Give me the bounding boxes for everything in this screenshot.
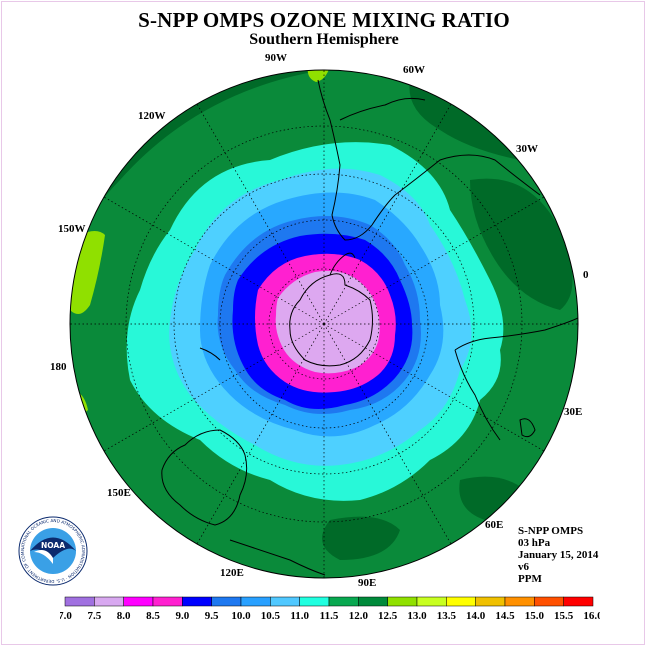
- colorbar-cell: [563, 596, 594, 607]
- colorbar-label: 10.5: [261, 610, 281, 622]
- colorbar-label: 9.5: [205, 610, 219, 622]
- colorbar-cell: [358, 596, 388, 607]
- contour-dark-patch-e: [470, 178, 573, 310]
- colorbar-cell: [446, 596, 476, 607]
- info-level: 03 hPa: [518, 537, 551, 549]
- contour-dark-patch-s: [322, 516, 400, 560]
- lon-label-120w: 120W: [138, 110, 166, 122]
- info-units: PPM: [518, 573, 542, 585]
- colorbar-label: 7.0: [60, 610, 72, 622]
- colorbar: 7.0 7.5 8.0 8.5 9.0 9.5 10.0 10.5 11.0 11.5 12.0 12…: [60, 596, 600, 622]
- colorbar-cell: [387, 596, 418, 607]
- coast-australia: [161, 429, 248, 526]
- colorbar-cell: [123, 596, 154, 607]
- noaa-logo-text: NOAA: [41, 541, 65, 550]
- lon-label-120e: 120E: [220, 567, 244, 579]
- colorbar-label: 11.5: [320, 610, 339, 622]
- colorbar-label: 11.0: [290, 610, 309, 622]
- coastlines: [161, 79, 578, 576]
- coast-antarctic-peninsula: [329, 252, 356, 276]
- colorbar-label: 13.0: [407, 610, 427, 622]
- coast-antarctica: [289, 273, 373, 367]
- coast-madagascar: [519, 418, 536, 438]
- colorbar-cell: [240, 596, 271, 607]
- colorbar-cell: [64, 596, 95, 607]
- colorbar-cell: [211, 596, 242, 607]
- colorbar-cell: [182, 596, 212, 607]
- lon-label-90e: 90E: [358, 577, 376, 589]
- coast-south-america: [317, 79, 541, 241]
- contour-high-12-5-north: [307, 70, 330, 82]
- colorbar-cell: [475, 596, 506, 607]
- graticule: [70, 70, 578, 578]
- colorbar-label: 15.5: [554, 610, 574, 622]
- page-subtitle: Southern Hemisphere: [249, 31, 399, 48]
- lon-label-150w: 150W: [58, 223, 86, 235]
- lon-label-30e: 30E: [564, 406, 582, 418]
- colorbar-cell: [504, 596, 535, 607]
- info-version: v6: [518, 561, 529, 573]
- info-date: January 15, 2014: [518, 549, 599, 561]
- coast-asia: [229, 539, 326, 576]
- page-title: S-NPP OMPS OZONE MIXING RATIO: [138, 8, 510, 32]
- colorbar-label: 14.5: [495, 610, 515, 622]
- colorbar-label: 12.5: [378, 610, 398, 622]
- colorbar-label: 15.0: [525, 610, 545, 622]
- coast-africa: [454, 317, 578, 351]
- colorbar-label: 7.5: [87, 610, 101, 622]
- info-instrument: S-NPP OMPS: [518, 525, 584, 537]
- coast-south-america-2: [339, 97, 426, 121]
- colorbar-cell: [94, 596, 124, 607]
- colorbar-cell: [534, 596, 564, 607]
- lon-label-150e: 150E: [107, 487, 131, 499]
- lon-label-90w: 90W: [265, 52, 287, 64]
- lon-label-180: 180: [50, 361, 67, 373]
- colorbar-cell: [328, 596, 359, 607]
- lon-label-0: 0: [583, 269, 589, 281]
- colorbar-label: 14.0: [466, 610, 486, 622]
- colorbar-label: 12.0: [349, 610, 369, 622]
- colorbar-cell: [152, 596, 183, 607]
- colorbar-label: 10.0: [231, 610, 251, 622]
- lon-label-60e: 60E: [485, 519, 503, 531]
- colorbar-cell: [270, 596, 300, 607]
- noaa-logo: NATIONAL OCEANIC AND ATMOSPHERIC ADMINIS…: [18, 516, 88, 586]
- coast-africa-2: [454, 349, 501, 441]
- colorbar-label: 16.0: [583, 610, 600, 622]
- coast-new-zealand: [199, 347, 221, 361]
- colorbar-label: 13.5: [437, 610, 457, 622]
- colorbar-cell: [299, 596, 330, 607]
- colorbar-label: 8.5: [146, 610, 160, 622]
- globe-outline: [69, 69, 579, 579]
- colorbar-label: 9.0: [175, 610, 189, 622]
- lon-label-60w: 60W: [403, 64, 425, 76]
- lon-label-30w: 30W: [516, 143, 538, 155]
- colorbar-cell: [416, 596, 447, 607]
- colorbar-label: 8.0: [117, 610, 131, 622]
